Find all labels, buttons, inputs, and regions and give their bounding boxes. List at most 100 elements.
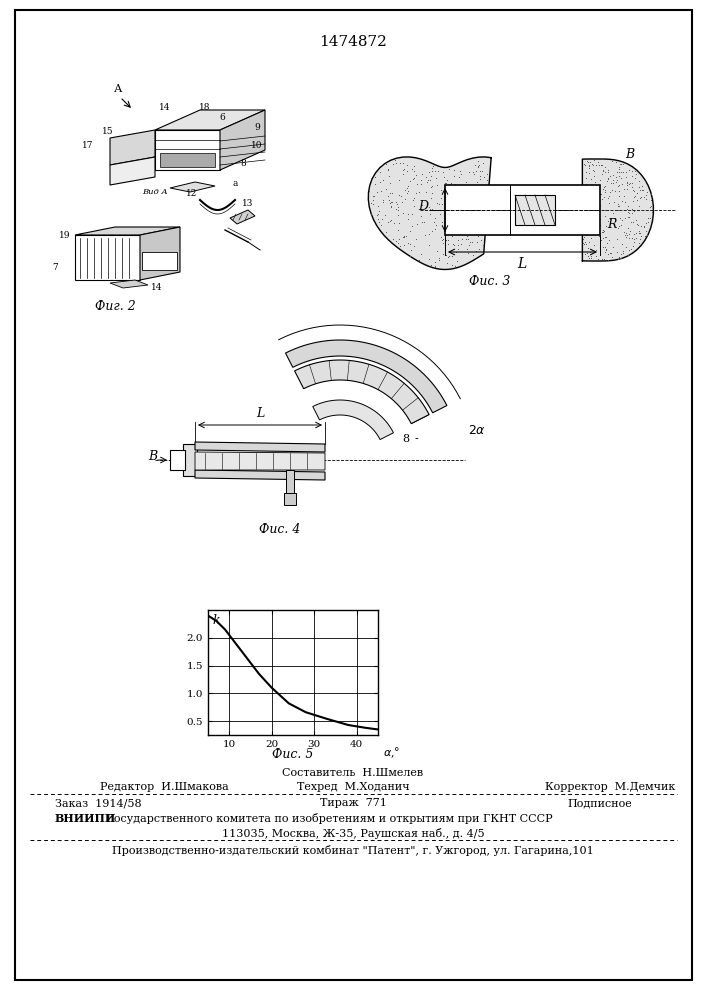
Point: [401, 180, 412, 196]
Point: [597, 222, 609, 238]
Point: [448, 237, 460, 253]
Point: [431, 243, 442, 259]
Text: 113035, Москва, Ж-35, Раушская наб., д. 4/5: 113035, Москва, Ж-35, Раушская наб., д. …: [222, 828, 484, 839]
Point: [392, 207, 403, 223]
Point: [587, 157, 598, 173]
Point: [589, 209, 600, 225]
Point: [596, 191, 607, 207]
Point: [624, 162, 635, 178]
Point: [469, 166, 480, 182]
Point: [587, 180, 598, 196]
Point: [429, 258, 440, 274]
Point: [589, 190, 600, 206]
Point: [613, 198, 624, 214]
Point: [380, 181, 391, 197]
Point: [636, 189, 647, 205]
Point: [616, 236, 627, 252]
Point: [621, 174, 632, 190]
Point: [423, 164, 434, 180]
Point: [375, 217, 387, 233]
Point: [463, 237, 474, 253]
Point: [596, 151, 607, 167]
Point: [448, 236, 459, 252]
Text: 18: 18: [199, 103, 211, 111]
Point: [384, 213, 395, 229]
Point: [421, 169, 432, 185]
Point: [578, 193, 590, 209]
Point: [594, 197, 605, 213]
Point: [473, 157, 484, 173]
Point: [624, 205, 635, 221]
Point: [595, 186, 606, 202]
Point: [460, 201, 472, 217]
Point: [463, 192, 474, 208]
Point: [407, 192, 419, 208]
Text: 13: 13: [243, 200, 254, 209]
Point: [458, 222, 469, 238]
Point: [612, 196, 623, 212]
Point: [442, 255, 453, 271]
Point: [472, 234, 483, 250]
Point: [415, 208, 426, 224]
Point: [578, 229, 589, 245]
Point: [378, 192, 389, 208]
Point: [400, 228, 411, 244]
Point: [620, 169, 631, 185]
Point: [622, 198, 633, 214]
Point: [623, 226, 634, 242]
Point: [578, 231, 589, 247]
Point: [477, 163, 488, 179]
Point: [629, 189, 640, 205]
Point: [438, 169, 450, 185]
Text: Фиг. 2: Фиг. 2: [95, 300, 135, 313]
Point: [600, 182, 611, 198]
Point: [436, 190, 447, 206]
Point: [436, 182, 447, 198]
Point: [452, 241, 464, 257]
Text: 10: 10: [251, 140, 263, 149]
Point: [402, 183, 414, 199]
Point: [472, 153, 484, 169]
Point: [588, 163, 600, 179]
Point: [612, 220, 624, 236]
Text: Фис. 3: Фис. 3: [469, 275, 510, 288]
Point: [619, 210, 631, 226]
Point: [467, 183, 479, 199]
Point: [387, 194, 398, 210]
Point: [441, 200, 452, 216]
Point: [607, 153, 618, 169]
Point: [625, 223, 636, 239]
Point: [424, 206, 436, 222]
Point: [426, 185, 438, 201]
Point: [618, 245, 629, 261]
Point: [387, 185, 398, 201]
Point: [460, 180, 472, 196]
Point: [481, 194, 493, 210]
Point: [597, 181, 609, 197]
Point: [597, 224, 609, 240]
Point: [427, 163, 438, 179]
Point: [370, 169, 381, 185]
Point: [385, 199, 397, 215]
Point: [382, 188, 393, 204]
Point: [614, 218, 625, 234]
Point: [426, 201, 437, 217]
Point: [595, 232, 607, 248]
Point: [583, 158, 595, 174]
Point: [391, 155, 402, 171]
Point: [621, 227, 633, 243]
Point: [383, 192, 395, 208]
Text: k: k: [212, 614, 220, 627]
Point: [448, 162, 460, 178]
Point: [440, 192, 451, 208]
Point: [642, 214, 653, 230]
Point: [449, 204, 460, 220]
Point: [584, 234, 595, 250]
Point: [629, 231, 640, 247]
Point: [620, 239, 631, 255]
Point: [445, 175, 457, 191]
Point: [587, 219, 598, 235]
Point: [465, 178, 477, 194]
Point: [589, 168, 600, 184]
Point: [473, 228, 484, 244]
